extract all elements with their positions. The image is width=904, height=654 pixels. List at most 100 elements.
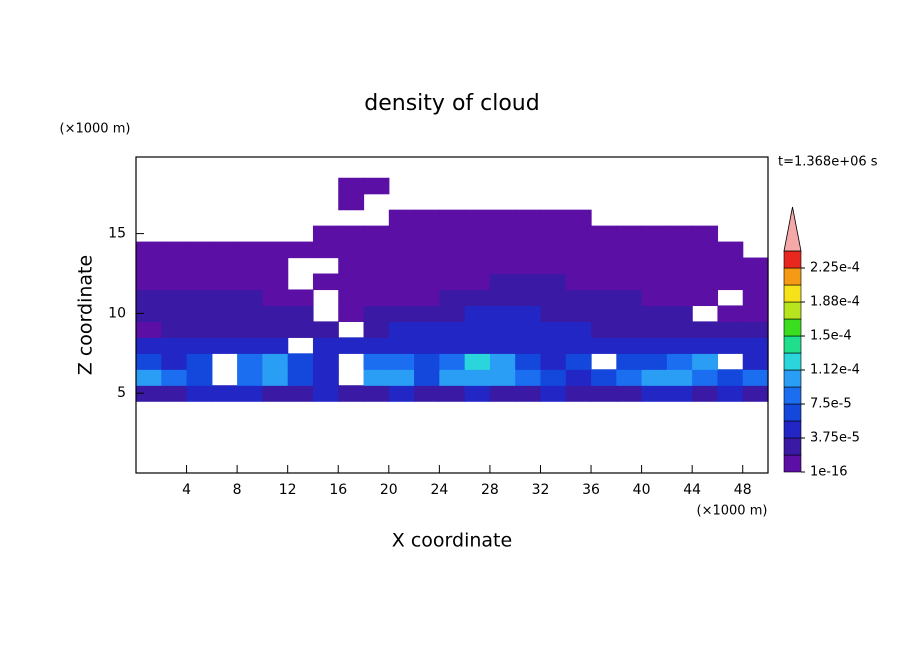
colorbar-over-arrow <box>783 206 802 252</box>
contour-cell <box>515 289 542 307</box>
colorbar-band <box>783 403 802 422</box>
contour-cell <box>363 177 390 195</box>
contour-cell <box>414 385 440 402</box>
contour-cell <box>312 241 339 259</box>
contour-cell <box>388 321 415 338</box>
contour-cell <box>489 321 516 338</box>
contour-cell <box>439 321 466 338</box>
contour-cell <box>565 209 592 227</box>
contour-cell <box>591 257 617 275</box>
contour-cell <box>464 337 491 354</box>
contour-cell <box>439 305 466 322</box>
contour-cell <box>136 353 162 370</box>
contour-cell <box>565 305 592 322</box>
colorbar-band <box>783 454 802 473</box>
colorbar-tick-label: 1e-16 <box>810 465 848 480</box>
contour-cell <box>616 337 643 354</box>
colorbar-tick-label: 7.5e-5 <box>810 397 852 412</box>
contour-cell <box>363 257 390 275</box>
contour-cell <box>388 241 415 259</box>
contour-cell <box>439 225 466 243</box>
contour-cell <box>439 369 466 386</box>
x-tick-label: 36 <box>582 482 600 498</box>
contour-cell <box>616 273 643 291</box>
contour-cell <box>211 289 238 307</box>
contour-cell <box>565 289 592 307</box>
contour-cell <box>338 385 365 402</box>
contour-cell <box>616 289 643 307</box>
contour-cell <box>742 257 769 275</box>
contour-cell <box>363 369 390 386</box>
contour-cell <box>262 257 289 275</box>
x-tick-label: 28 <box>481 482 499 498</box>
contour-cell <box>388 305 415 322</box>
contour-cell <box>692 257 719 275</box>
contour-cell <box>489 353 516 370</box>
contour-cell <box>540 289 567 307</box>
contour-cell <box>414 337 440 354</box>
contour-cell <box>312 321 339 338</box>
contour-cell <box>565 353 592 370</box>
y-axis-label: Z coordinate <box>75 255 97 375</box>
contour-cell <box>742 305 769 322</box>
contour-cell <box>742 353 769 370</box>
x-tick-label: 16 <box>329 482 347 498</box>
contour-cell <box>717 257 744 275</box>
x-tick-label: 32 <box>532 482 550 498</box>
contour-cell <box>439 241 466 259</box>
contour-cell <box>464 273 491 291</box>
contour-cell <box>363 385 390 402</box>
colorbar-band <box>783 352 802 371</box>
y-tick-label: 15 <box>108 226 126 242</box>
contour-cell <box>363 289 390 307</box>
contour-cell <box>489 209 516 227</box>
contour-cell <box>388 257 415 275</box>
contour-cell <box>666 273 693 291</box>
contour-cell <box>312 353 339 370</box>
contour-cell <box>464 369 491 386</box>
contour-cell <box>666 241 693 259</box>
contour-cell <box>464 305 491 322</box>
colorbar-tick-label: 2.25e-4 <box>810 261 860 276</box>
contour-cell <box>692 273 719 291</box>
contour-cell <box>262 289 289 307</box>
contour-cell <box>666 289 693 307</box>
x-tick-label: 4 <box>182 482 191 498</box>
contour-cell <box>515 337 542 354</box>
contour-cell <box>262 321 289 338</box>
contour-cell <box>641 321 668 338</box>
contour-cell <box>515 305 542 322</box>
contour-cell <box>312 369 339 386</box>
contour-cell <box>262 241 289 259</box>
contour-cell <box>136 321 162 338</box>
contour-cell <box>591 241 617 259</box>
contour-cell <box>161 321 188 338</box>
contour-cell <box>338 193 365 211</box>
contour-cell <box>414 241 440 259</box>
x-tick-label: 8 <box>233 482 242 498</box>
contour-cell <box>287 385 314 402</box>
contour-cell <box>287 289 314 307</box>
contour-cell <box>338 305 365 322</box>
contour-cell <box>692 337 719 354</box>
contour-cell <box>338 273 365 291</box>
contour-cell <box>540 305 567 322</box>
contour-cell <box>363 321 390 338</box>
contour-cell <box>262 337 289 354</box>
contour-cell <box>186 289 213 307</box>
contour-cell <box>692 385 719 402</box>
contour-cell <box>641 305 668 322</box>
contour-cell <box>717 273 744 291</box>
contour-cell <box>237 289 263 307</box>
contour-cell <box>363 225 390 243</box>
contour-cell <box>666 353 693 370</box>
contour-cell <box>262 273 289 291</box>
contour-cell <box>742 273 769 291</box>
contour-cell <box>186 353 213 370</box>
contour-cell <box>666 385 693 402</box>
contour-cell <box>515 353 542 370</box>
contour-cell <box>439 273 466 291</box>
x-tick-label: 40 <box>633 482 651 498</box>
contour-cell <box>237 385 263 402</box>
contour-cell <box>388 353 415 370</box>
